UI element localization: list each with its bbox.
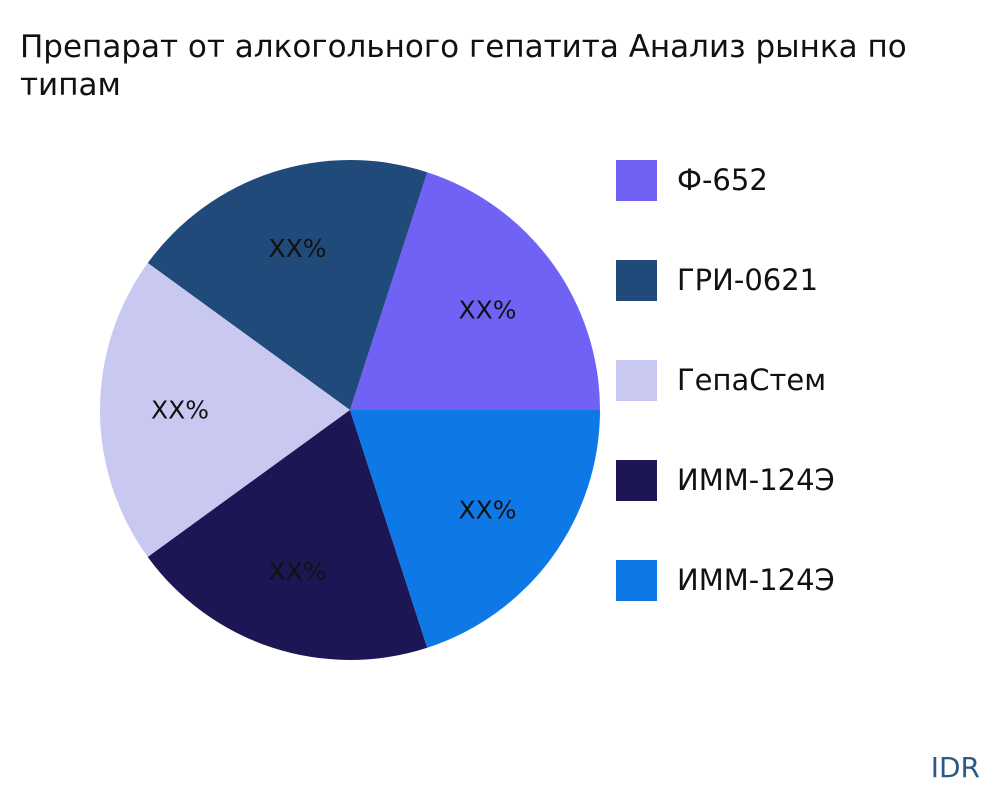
legend-label: ГепаСтем [677, 363, 827, 397]
chart-title: Препарат от алкогольного гепатита Анализ… [20, 29, 907, 103]
slice-label: XX% [268, 557, 326, 586]
slice-label: XX% [459, 296, 517, 325]
slice-label: XX% [151, 396, 209, 425]
legend-label: Ф-652 [677, 163, 768, 197]
legend-swatch [616, 559, 657, 601]
pie-slice [147, 410, 428, 660]
legend-label: ГРИ-0621 [677, 263, 819, 297]
pie-slice [350, 172, 600, 410]
pie-slice [100, 263, 351, 557]
slice-label: XX% [268, 234, 326, 263]
legend-swatch [616, 359, 657, 401]
brand-logo: IDR [930, 751, 980, 784]
legend-swatch [616, 459, 657, 501]
legend-item-imm124e-b: ИММ-124Э [616, 559, 986, 601]
legend: Ф-652 ГРИ-0621 ГепаСтем ИММ-124Э ИММ-124… [616, 159, 986, 660]
legend-swatch [616, 259, 657, 301]
pie-slice [350, 410, 600, 648]
legend-item-gepastem: ГепаСтем [616, 359, 986, 401]
pie-slice [147, 160, 428, 410]
slice-label: XX% [459, 495, 517, 524]
legend-label: ИММ-124Э [677, 463, 835, 497]
legend-item-gri0621: ГРИ-0621 [616, 259, 986, 301]
legend-swatch [616, 159, 657, 201]
legend-label: ИММ-124Э [677, 563, 835, 597]
legend-item-f652: Ф-652 [616, 159, 986, 201]
legend-item-imm124e-a: ИММ-124Э [616, 459, 986, 501]
